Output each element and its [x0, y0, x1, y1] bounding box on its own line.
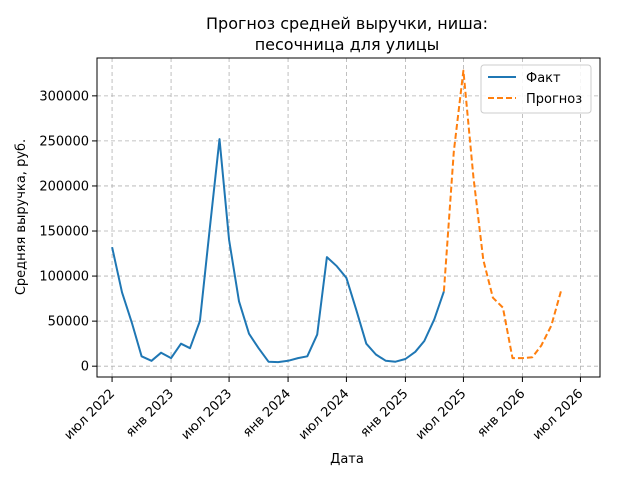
x-tick-label: июл 2022: [62, 386, 119, 443]
y-tick-label: 200000: [39, 179, 89, 194]
y-axis-label: Средняя выручка, руб.: [14, 139, 29, 295]
y-tick-label: 50000: [48, 315, 89, 330]
y-tick-label: 100000: [39, 270, 89, 285]
chart-title-line-1: Прогноз средней выручки, ниша:: [206, 14, 488, 33]
tick-layer: июл 2022 янв 2023 июл 2023 янв 2024 июл 2024…: [39, 89, 586, 443]
legend-label-forecast: Прогноз: [526, 92, 582, 107]
x-tick-label: янв 2024: [240, 386, 294, 440]
legend: Факт Прогноз: [480, 64, 592, 114]
series-line-fact: [111, 138, 445, 364]
x-tick-label: янв 2026: [475, 386, 529, 440]
x-tick-label: июл 2024: [296, 386, 353, 443]
y-tick-label: 250000: [39, 134, 89, 149]
x-axis-label: Дата: [330, 452, 364, 467]
x-tick-label: янв 2023: [123, 386, 177, 440]
y-tick-label: 0: [81, 360, 89, 375]
plot-frame: [96, 57, 601, 378]
x-tick-label: июл 2023: [179, 386, 236, 443]
x-tick-label: июл 2025: [413, 386, 470, 443]
y-tick-label: 300000: [39, 89, 89, 104]
legend-label-fact: Факт: [526, 71, 561, 86]
series-line-forecast: [442, 69, 562, 360]
series-layer: [111, 69, 562, 364]
x-tick-label: янв 2025: [358, 386, 412, 440]
x-tick-label: июл 2026: [530, 386, 587, 443]
y-tick-label: 150000: [39, 225, 89, 240]
chart-title-line-2: песочница для улицы: [255, 35, 440, 54]
